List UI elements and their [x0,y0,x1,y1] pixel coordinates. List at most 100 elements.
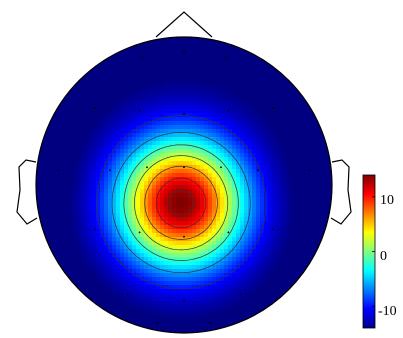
heatmap-cell [248,129,253,134]
heatmap-cell [64,105,69,110]
heatmap-cell [256,301,261,306]
heatmap-cell [144,117,149,122]
heatmap-cell [72,281,77,286]
heatmap-cell [172,189,177,194]
heatmap-cell [240,293,245,298]
heatmap-cell [240,145,245,150]
heatmap-cell [96,153,101,158]
heatmap-cell [156,61,161,66]
heatmap-cell [244,301,249,306]
heatmap-cell [240,205,245,210]
heatmap-cell [180,145,185,150]
heatmap-cell [272,129,277,134]
heatmap-cell [124,97,129,102]
heatmap-cell [56,189,61,194]
heatmap-cell [152,273,157,278]
heatmap-cell [144,109,149,114]
heatmap-cell [260,237,265,242]
heatmap-cell [108,69,113,74]
heatmap-cell [236,289,241,294]
heatmap-cell [160,153,165,158]
heatmap-cell [184,285,189,290]
heatmap-cell [248,141,253,146]
heatmap-cell [240,309,245,314]
electrode-marker [271,107,274,109]
heatmap-cell [284,249,289,254]
heatmap-cell [244,269,249,274]
heatmap-cell [200,217,205,222]
heatmap-cell [220,41,225,46]
heatmap-cell [260,81,265,86]
heatmap-cell [164,193,169,198]
heatmap-cell [216,69,221,74]
heatmap-cell [276,117,281,122]
heatmap-cell [40,153,45,158]
heatmap-cell [164,257,169,262]
heatmap-cell [92,281,97,286]
heatmap-cell [220,81,225,86]
heatmap-cell [148,257,153,262]
heatmap-cell [168,201,173,206]
heatmap-cell [288,133,293,138]
heatmap-cell [144,273,149,278]
heatmap-cell [196,177,201,182]
heatmap-cell [196,241,201,246]
heatmap-cell [256,309,261,314]
heatmap-cell [252,97,257,102]
heatmap-cell [124,305,129,310]
heatmap-cell [304,181,309,186]
heatmap-cell [156,153,161,158]
heatmap-cell [52,261,57,266]
heatmap-cell [192,217,197,222]
heatmap-cell [268,129,273,134]
heatmap-cell [316,133,321,138]
heatmap-cell [132,245,137,250]
heatmap-cell [256,225,261,230]
heatmap-cell [200,41,205,46]
heatmap-cell [224,321,229,326]
heatmap-cell [112,173,117,178]
heatmap-cell [160,177,165,182]
heatmap-cell [152,145,157,150]
heatmap-cell [152,173,157,178]
heatmap-cell [188,321,193,326]
heatmap-cell [64,173,69,178]
heatmap-cell [204,325,209,330]
heatmap-cell [68,213,73,218]
heatmap-cell [152,289,157,294]
heatmap-cell [172,61,177,66]
heatmap-cell [240,213,245,218]
heatmap-cell [144,81,149,86]
heatmap-cell [108,257,113,262]
heatmap-cell [184,165,189,170]
heatmap-cell [272,225,277,230]
heatmap-cell [192,285,197,290]
heatmap-cell [184,149,189,154]
heatmap-cell [172,153,177,158]
heatmap-cell [88,257,93,262]
heatmap-cell [268,113,273,118]
heatmap-cell [252,93,257,98]
heatmap-cell [200,245,205,250]
heatmap-cell [180,165,185,170]
heatmap-cell [156,237,161,242]
heatmap-cell [172,69,177,74]
heatmap-cell [60,113,65,118]
heatmap-cell [36,193,41,198]
heatmap-cell [160,309,165,314]
heatmap-cell [184,101,189,106]
heatmap-cell [284,217,289,222]
heatmap-cell [88,77,93,82]
heatmap-cell [224,125,229,130]
heatmap-cell [164,241,169,246]
heatmap-cell [204,113,209,118]
heatmap-cell [196,305,201,310]
heatmap-cell [84,237,89,242]
heatmap-cell [304,157,309,162]
heatmap-cell [112,233,117,238]
heatmap-cell [132,237,137,242]
heatmap-cell [280,201,285,206]
heatmap-cell [180,133,185,138]
heatmap-cell [88,181,93,186]
heatmap-cell [152,49,157,54]
